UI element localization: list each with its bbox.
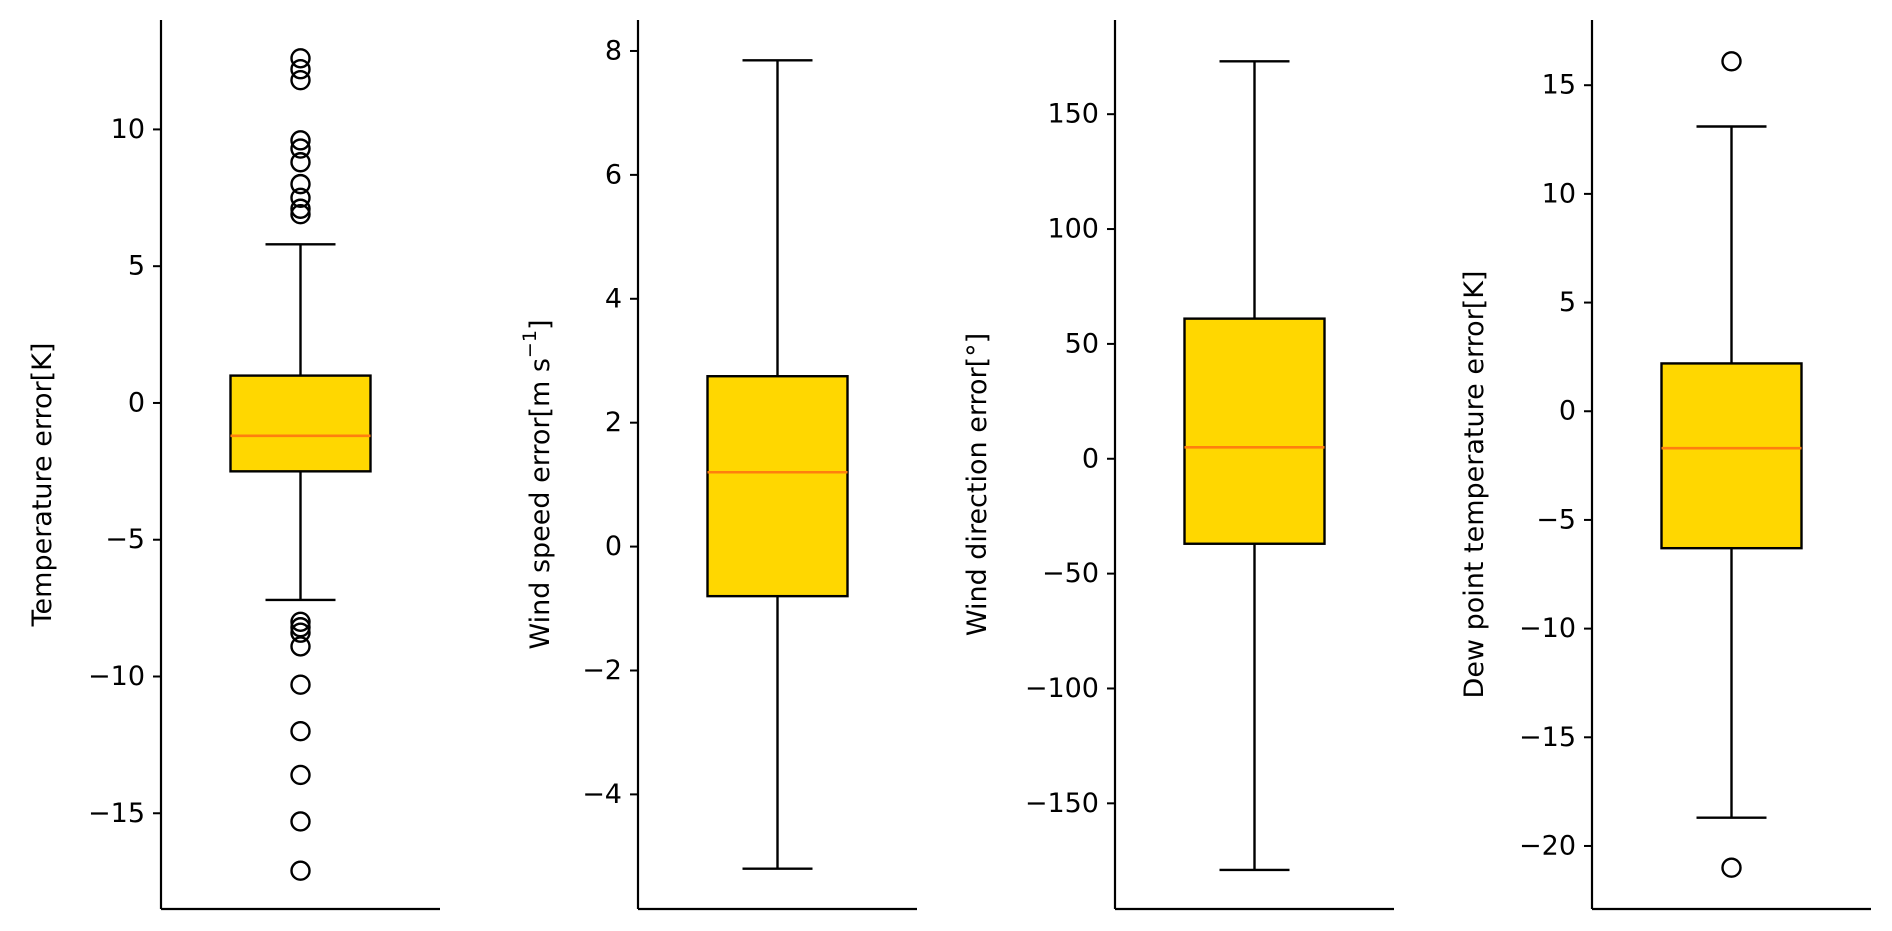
temperature-error-y-axis-label-text: Temperature error[K] xyxy=(27,343,58,628)
wind-direction-error-y-axis-label-text: Wind direction error[°] xyxy=(962,333,993,636)
wind-direction-error-y-tick-label: 150 xyxy=(1047,99,1099,130)
dew-point-temperature-error-y-tick-label: −20 xyxy=(1519,830,1576,861)
temperature-error-outlier-point xyxy=(290,130,311,151)
wind-direction-error-y-tick-label: 50 xyxy=(1065,328,1099,359)
dew-point-temperature-error-y-axis-label-text: Dew point temperature error[K] xyxy=(1459,271,1490,699)
temperature-error-outlier-point xyxy=(290,69,311,91)
dew-point-temperature-error-panel: −20 −15 −10 −5 0 5 10 15 Dew point temperature e… xyxy=(1459,20,1871,911)
temperature-error-outlier-point xyxy=(290,674,311,695)
wind-speed-error-y-tick-label: −4 xyxy=(582,779,622,810)
wind-direction-error-iqr-box xyxy=(1183,317,1326,545)
temperature-error-outlier-point xyxy=(290,138,311,159)
wind-speed-error-y-axis-label-superscript: −1 xyxy=(519,330,541,358)
temperature-error-outlier-point xyxy=(290,721,311,742)
temperature-error-outlier-point xyxy=(290,173,311,195)
dew-point-temperature-error-y-tick-label: −15 xyxy=(1519,722,1576,753)
wind-speed-error-y-axis-label: Wind speed error[m s−1] xyxy=(519,320,556,650)
wind-speed-error-y-tick-label: 4 xyxy=(605,283,622,314)
temperature-error-y-tick-label: −15 xyxy=(88,798,145,829)
temperature-error-outlier-point xyxy=(290,611,311,632)
wind-direction-error-y-tick-label: 100 xyxy=(1047,214,1099,245)
temperature-error-iqr-box xyxy=(229,374,372,473)
wind-direction-error-y-tick-label: −100 xyxy=(1025,673,1099,704)
temperature-error-y-tick-label: 5 xyxy=(128,251,145,282)
temperature-error-outlier-point xyxy=(290,59,311,80)
temperature-error-outlier-point xyxy=(290,204,311,225)
dew-point-temperature-error-outlier-point xyxy=(1721,857,1742,878)
temperature-error-outlier-point xyxy=(290,811,311,832)
wind-speed-error-y-axis-label-text: Wind speed error[m s xyxy=(525,358,556,649)
dew-point-temperature-error-y-tick-label: 15 xyxy=(1542,70,1576,101)
wind-speed-error-y-tick-label: 6 xyxy=(605,159,622,190)
dew-point-temperature-error-y-tick-label: 5 xyxy=(1559,287,1576,318)
temperature-error-outlier-point xyxy=(290,198,311,219)
wind-speed-error-y-tick-label: 0 xyxy=(605,531,622,562)
temperature-error-y-tick-label: 10 xyxy=(111,114,145,145)
temperature-error-outlier-point xyxy=(290,636,311,657)
dew-point-temperature-error-y-tick-label: −10 xyxy=(1519,613,1576,644)
wind-direction-error-y-tick-label: −150 xyxy=(1025,788,1099,819)
dew-point-temperature-error-y-axis-label: Dew point temperature error[K] xyxy=(1459,271,1490,699)
temperature-error-y-tick-label: −5 xyxy=(105,524,145,555)
wind-speed-error-y-tick-label: 2 xyxy=(605,407,622,438)
wind-direction-error-y-tick-label: −50 xyxy=(1042,558,1099,589)
wind-direction-error-y-axis-label: Wind direction error[°] xyxy=(962,333,993,636)
wind-speed-error-y-tick-label: −2 xyxy=(582,655,622,686)
temperature-error-outlier-point xyxy=(290,187,311,209)
wind-speed-error-y-tick-label: 8 xyxy=(605,35,622,66)
dew-point-temperature-error-outlier-point xyxy=(1721,51,1742,72)
temperature-error-y-axis-label: Temperature error[K] xyxy=(27,343,58,628)
dew-point-temperature-error-iqr-box xyxy=(1660,362,1803,550)
temperature-error-outlier-point xyxy=(290,860,311,881)
temperature-error-outlier-point xyxy=(290,622,311,643)
dew-point-temperature-error-y-tick-label: −5 xyxy=(1536,504,1576,535)
dew-point-temperature-error-y-tick-label: 0 xyxy=(1559,396,1576,427)
wind-direction-error-y-tick-label: 0 xyxy=(1082,443,1099,474)
wind-speed-error-iqr-box xyxy=(706,375,849,598)
wind-direction-error-panel: −150 −100 −50 0 50 100 150 Wind direction error… xyxy=(962,20,1394,911)
temperature-error-panel: −15 −10 −5 0 5 10 Temperature error[K] xyxy=(27,20,440,911)
wind-speed-error-y-axis-label-end: ] xyxy=(525,320,556,331)
temperature-error-outlier-point xyxy=(290,48,311,69)
temperature-error-y-tick-label: 0 xyxy=(128,387,145,418)
wind-speed-error-panel: −4 −2 0 2 4 6 8 Wind speed error[m s−1] xyxy=(519,20,917,911)
temperature-error-outlier-point xyxy=(290,764,311,786)
temperature-error-outlier-point xyxy=(290,152,311,173)
dew-point-temperature-error-y-tick-label: 10 xyxy=(1542,178,1576,209)
temperature-error-y-tick-label: −10 xyxy=(88,661,145,692)
